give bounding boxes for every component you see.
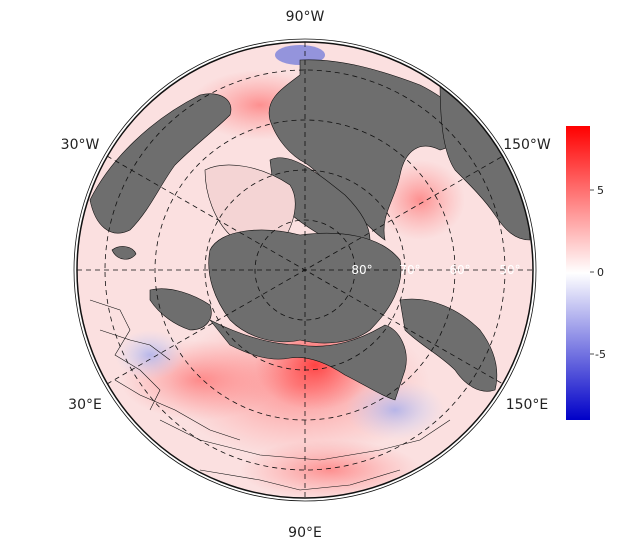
- colorbar: [566, 126, 590, 420]
- lon-label-bottom: 90°E: [288, 525, 322, 541]
- cool-anomaly-region: [115, 330, 185, 380]
- map-frame: [76, 41, 534, 499]
- map-disk: [77, 42, 533, 498]
- map-frame-outer: [73, 38, 537, 502]
- lat-label-60: 60°: [449, 263, 470, 277]
- warm-anomaly-region: [240, 440, 420, 498]
- graticule: [77, 42, 533, 498]
- lat-label-50: 50°: [499, 263, 520, 277]
- colorbar-tick-label: 5: [597, 184, 604, 197]
- lon-label-upper-left: 30°W: [61, 137, 100, 153]
- colorbar-tick-label: -5: [595, 348, 606, 361]
- lat-label-80: 80°: [351, 263, 372, 277]
- lat-label-70: 70°: [399, 263, 420, 277]
- colorbar-ticks: [590, 189, 594, 355]
- lon-label-top: 90°W: [286, 9, 325, 25]
- colorbar-tick-label: 0: [597, 266, 604, 279]
- lon-label-lower-left: 30°E: [68, 397, 102, 413]
- lon-label-lower-right: 150°E: [506, 397, 549, 413]
- lon-label-upper-right: 150°W: [503, 137, 551, 153]
- cool-anomaly-region: [345, 380, 445, 440]
